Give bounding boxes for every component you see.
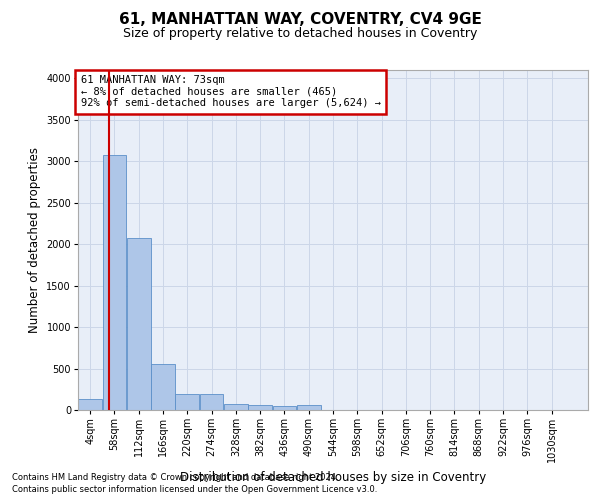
Bar [248, 405, 272, 410]
Bar [200, 394, 223, 410]
Text: 61 MANHATTAN WAY: 73sqm
← 8% of detached houses are smaller (465)
92% of semi-de: 61 MANHATTAN WAY: 73sqm ← 8% of detached… [80, 75, 380, 108]
Text: Size of property relative to detached houses in Coventry: Size of property relative to detached ho… [123, 28, 477, 40]
X-axis label: Distribution of detached houses by size in Coventry: Distribution of detached houses by size … [180, 470, 486, 484]
Bar [151, 364, 175, 410]
Y-axis label: Number of detached properties: Number of detached properties [28, 147, 41, 333]
Bar [297, 406, 320, 410]
Text: 61, MANHATTAN WAY, COVENTRY, CV4 9GE: 61, MANHATTAN WAY, COVENTRY, CV4 9GE [119, 12, 481, 28]
Text: Contains public sector information licensed under the Open Government Licence v3: Contains public sector information licen… [12, 485, 377, 494]
Bar [127, 238, 151, 410]
Bar [78, 399, 102, 410]
Text: Contains HM Land Registry data © Crown copyright and database right 2024.: Contains HM Land Registry data © Crown c… [12, 472, 338, 482]
Bar [175, 394, 199, 410]
Bar [103, 154, 127, 410]
Bar [224, 404, 248, 410]
Bar [272, 406, 296, 410]
